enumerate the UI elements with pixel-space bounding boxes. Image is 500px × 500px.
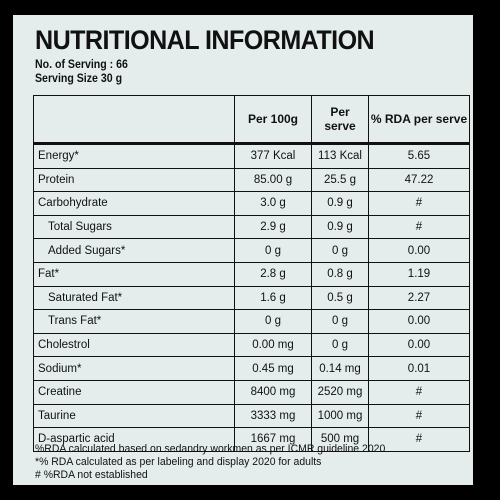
nutrient-name: Total Sugars (33, 214, 235, 240)
value-per-100g: 1.6 g (234, 285, 312, 311)
table-row: Saturated Fat* 1.6 g 0.5 g 2.27 (33, 285, 470, 311)
servings-count: No. of Serving : 66 (35, 59, 128, 71)
value-per-serve: 0 g (311, 309, 369, 334)
value-rda: 0.00 (368, 309, 470, 334)
table-row: Cholestrol 0.00 mg 0 g 0.00 (33, 332, 470, 358)
value-per-100g: 8400 mg (234, 379, 312, 405)
value-rda: # (368, 191, 470, 216)
value-per-100g: 2.8 g (234, 261, 312, 287)
nutrient-name: Taurine (33, 403, 235, 429)
nutrient-name: Cholestrol (33, 332, 235, 358)
value-per-serve: 0.9 g (311, 214, 369, 240)
value-rda: 5.65 (368, 143, 470, 169)
header-per-serve: Per serve (311, 95, 369, 144)
nutrient-name: Fat* (33, 261, 235, 287)
serving-size: Serving Size 30 g (35, 73, 123, 85)
value-per-100g: 0 g (234, 238, 312, 263)
value-per-serve: 0 g (311, 238, 369, 263)
value-rda: 0.01 (368, 356, 470, 381)
value-per-100g: 2.9 g (234, 214, 312, 240)
table-row: Protein 85.00 g 25.5 g 47.22 (33, 167, 470, 193)
header-rda: % RDA per serve (368, 95, 470, 144)
table-row: Sodium* 0.45 mg 0.14 mg 0.01 (33, 356, 470, 381)
value-per-serve: 0.14 mg (311, 356, 369, 381)
value-per-100g: 0 g (234, 309, 312, 334)
table-row: Creatine 8400 mg 2520 mg # (33, 379, 470, 405)
value-per-serve: 0.9 g (311, 191, 369, 216)
nutrition-table: Per 100g Per serve % RDA per serve Energ… (33, 95, 470, 452)
value-per-100g: 3333 mg (234, 403, 312, 429)
value-rda: 0.00 (368, 238, 470, 263)
value-per-serve: 0 g (311, 332, 369, 358)
header-per-100g: Per 100g (234, 95, 312, 144)
footnote: # %RDA not established (35, 469, 148, 481)
value-per-serve: 2520 mg (311, 379, 369, 405)
table-row: Fat* 2.8 g 0.8 g 1.19 (33, 261, 470, 287)
table-row: Energy* 377 Kcal 113 Kcal 5.65 (33, 143, 470, 169)
value-rda: # (368, 403, 470, 429)
nutrition-table-body: Energy* 377 Kcal 113 Kcal 5.65 Protein 85.00 … (33, 143, 470, 452)
value-per-serve: 1000 mg (311, 403, 369, 429)
value-per-serve: 113 Kcal (311, 143, 369, 169)
value-per-100g: 3.0 g (234, 191, 312, 216)
value-per-serve: 25.5 g (311, 167, 369, 193)
nutrient-name: Trans Fat* (33, 309, 235, 334)
value-per-serve: 0.5 g (311, 285, 369, 311)
table-row: D-aspartic acid 1667 mg 500 mg # (33, 427, 470, 452)
header-per-serve-text: Per serve (324, 105, 356, 133)
value-rda: # (368, 214, 470, 240)
label-title: NUTRITIONAL INFORMATION (35, 25, 375, 55)
value-rda: 1.19 (368, 261, 470, 287)
header-nutrient (33, 95, 235, 144)
value-per-100g: 377 Kcal (234, 143, 312, 169)
value-per-serve: 0.8 g (311, 261, 369, 287)
value-rda: 0.00 (368, 332, 470, 358)
table-row: Carbohydrate 3.0 g 0.9 g # (33, 191, 470, 216)
value-rda: 2.27 (368, 285, 470, 311)
nutrient-name: Added Sugars* (33, 238, 235, 263)
nutrition-label-card: NUTRITIONAL INFORMATION No. of Serving :… (13, 15, 473, 485)
value-per-100g: 0.45 mg (234, 356, 312, 381)
nutrient-name: Saturated Fat* (33, 285, 235, 311)
nutrient-name: Energy* (33, 143, 235, 169)
value-rda: # (368, 427, 470, 452)
value-rda: # (368, 379, 470, 405)
value-per-100g: 85.00 g (234, 167, 312, 193)
footnote: *% RDA calculated as per labeling and di… (35, 456, 322, 468)
nutrient-name: Creatine (33, 379, 235, 405)
nutrient-name: Protein (33, 167, 235, 193)
nutrient-name: Carbohydrate (33, 191, 235, 216)
table-row: Total Sugars 2.9 g 0.9 g # (33, 214, 470, 240)
value-rda: 47.22 (368, 167, 470, 193)
footnote: %RDA calculated based on sedandry workme… (35, 443, 386, 455)
table-row: Taurine 3333 mg 1000 mg # (33, 403, 470, 429)
nutrient-name: D-aspartic acid (33, 427, 235, 452)
value-per-100g: 0.00 mg (234, 332, 312, 358)
nutrient-name: Sodium* (33, 356, 235, 381)
table-header-row: Per 100g Per serve % RDA per serve (33, 95, 470, 144)
value-per-100g: 1667 mg (234, 427, 312, 452)
footnotes: %RDA calculated based on sedandry workme… (35, 443, 385, 482)
